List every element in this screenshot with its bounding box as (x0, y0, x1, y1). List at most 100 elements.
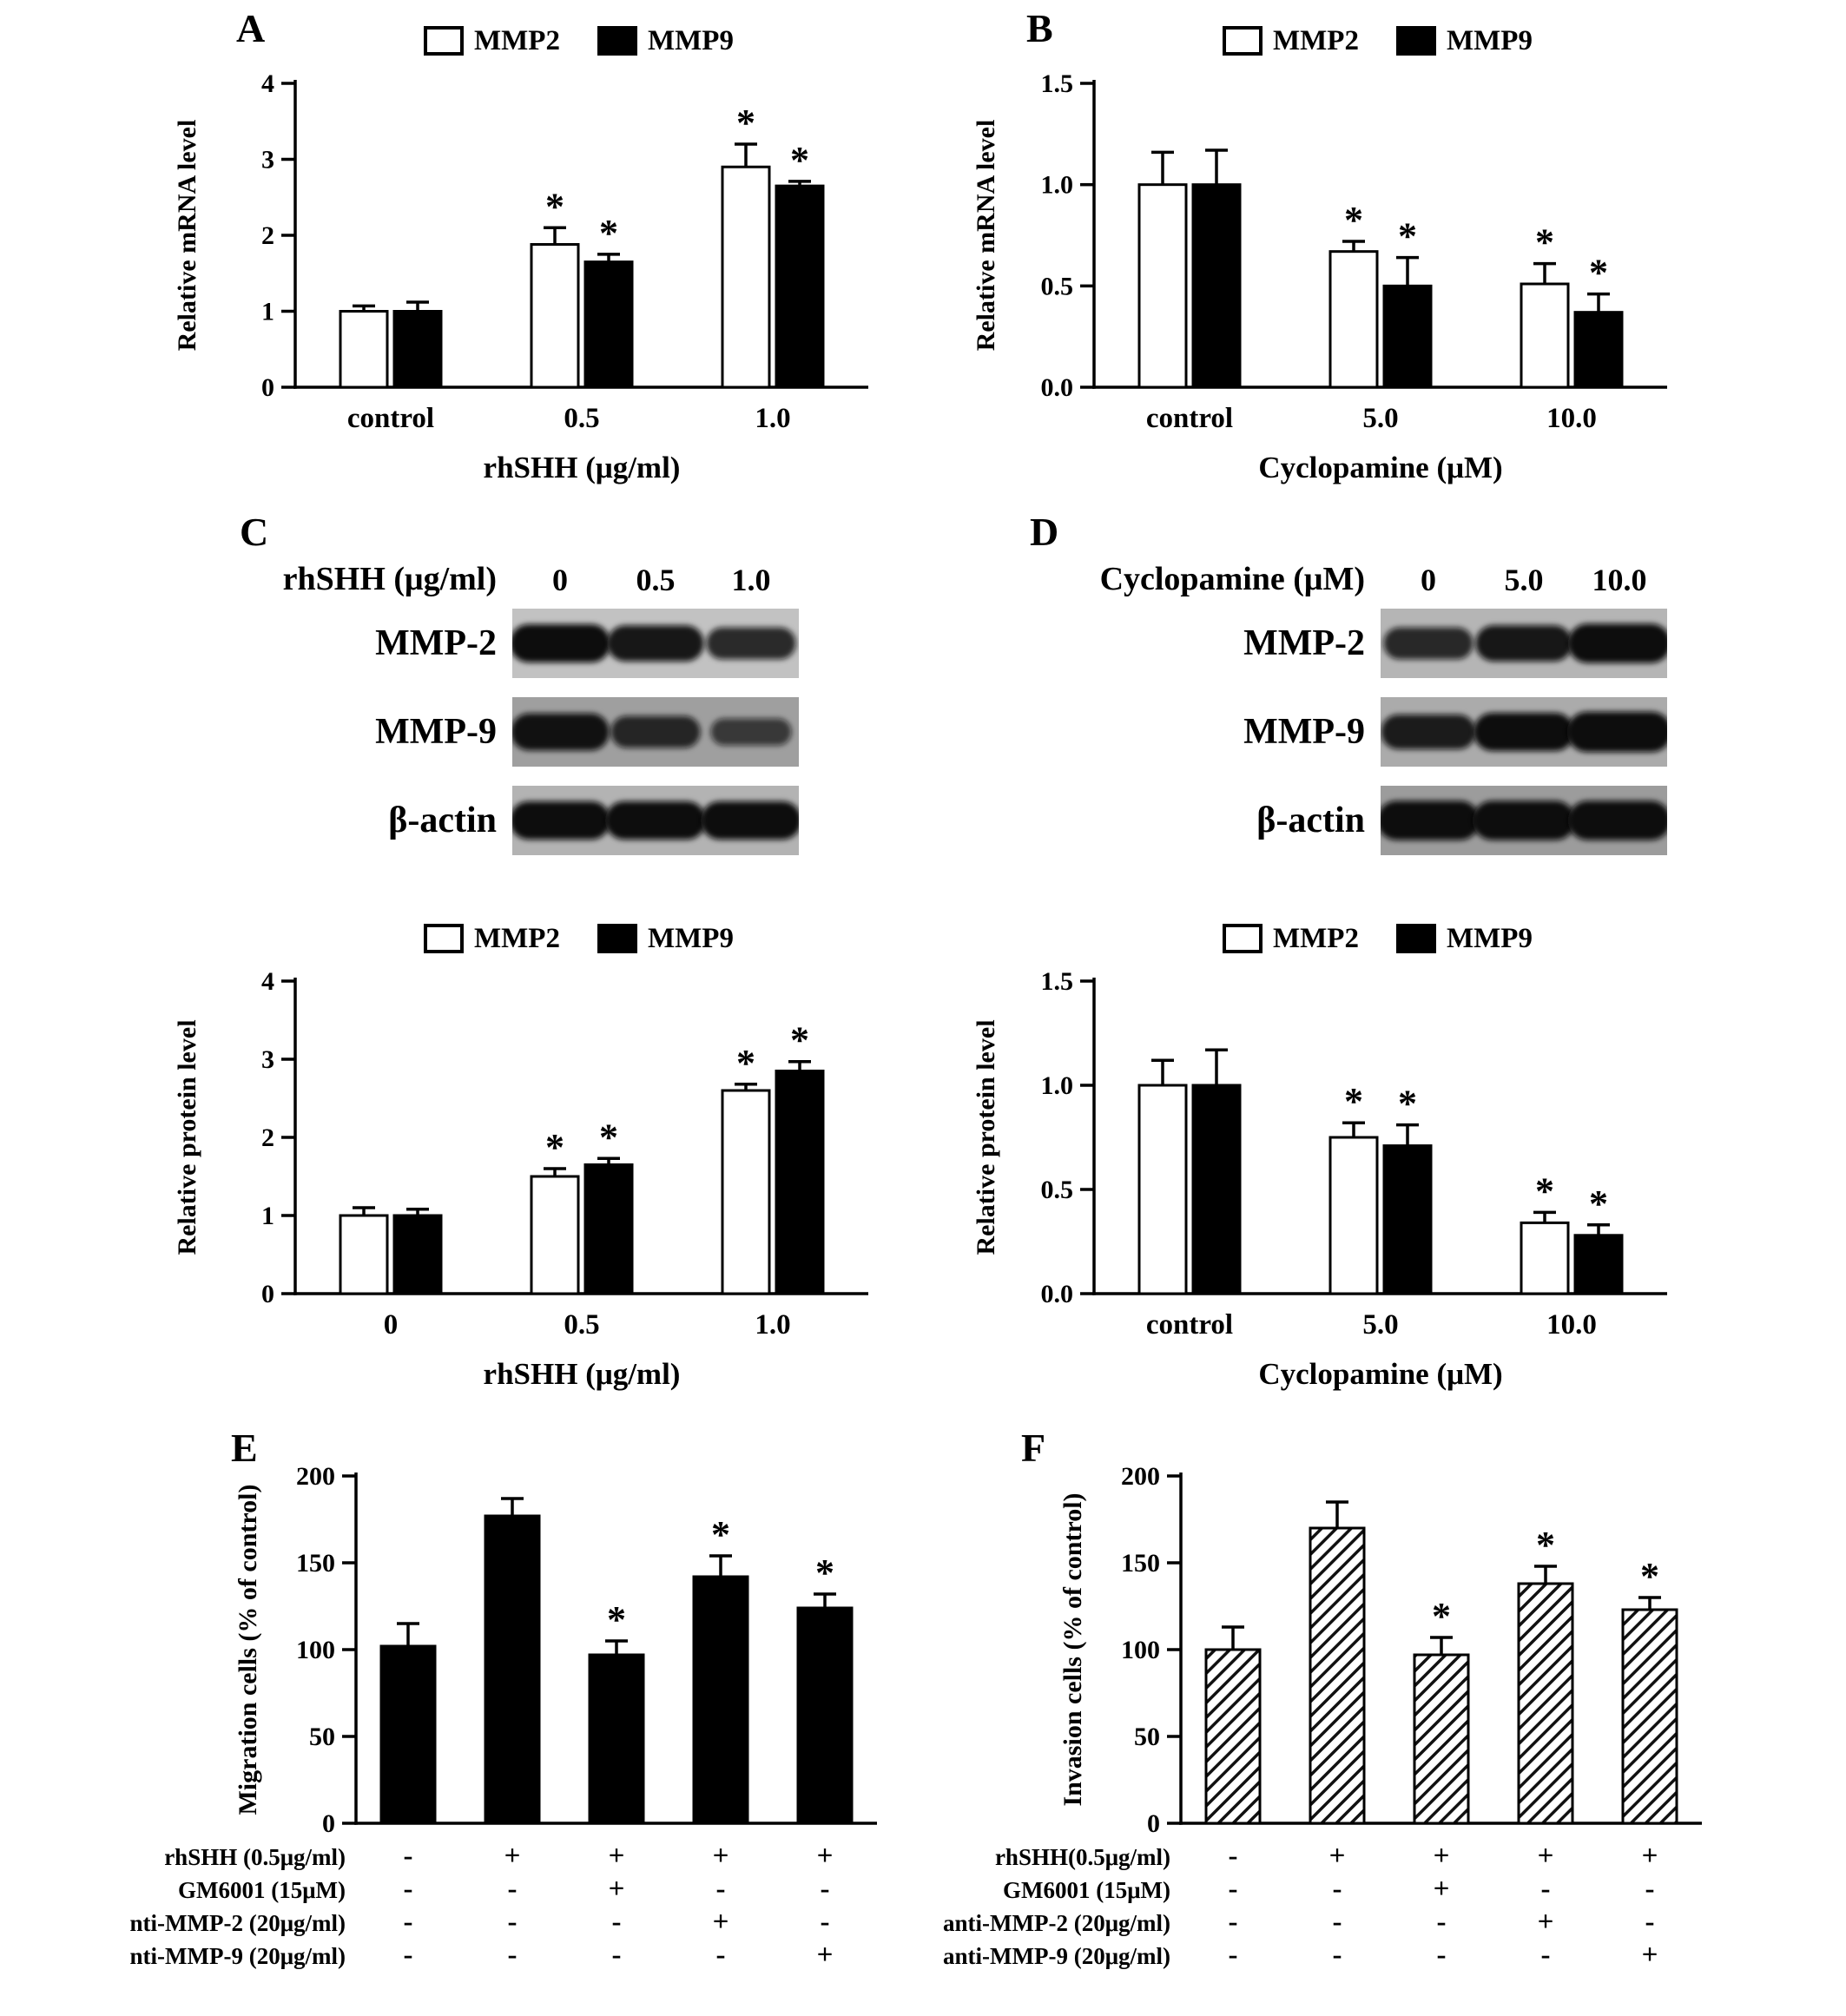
y-tick-label: 3 (261, 146, 274, 175)
protein-band (607, 625, 704, 662)
treatment-sign: + (1642, 1841, 1658, 1872)
blot-header: rhSHH (μg/ml) 0 0.5 1.0 (260, 560, 799, 598)
significance-asterisk: * (1535, 1169, 1554, 1212)
blot-row: β-actin (1094, 786, 1667, 855)
treatment-row-label: anti-MMP-9 (20μg/ml) (130, 1943, 346, 1969)
y-tick-label: 0 (261, 373, 274, 402)
panel-b-chart-block: 0.0 0.5 1.0 1.5 control * * 5.0 * * 10.0 Cyclopamin… (938, 5, 1719, 504)
legend-swatch-mmp2 (1223, 26, 1263, 56)
x-category-label: control (1146, 1309, 1233, 1341)
legend-swatch-mmp9 (597, 924, 637, 953)
treatment-row-label: anti-MMP-9 (20μg/ml) (943, 1943, 1170, 1969)
blot-band-image (512, 786, 799, 855)
blot-row-label: MMP-9 (375, 712, 497, 752)
blot-band-image (512, 609, 799, 678)
x-category-label: 0.5 (564, 1309, 599, 1341)
y-tick-label: 1.5 (1041, 967, 1074, 996)
treatment-sign: + (713, 1907, 729, 1938)
x-axis-title: Cyclopamine (μM) (1258, 1357, 1502, 1391)
treatment-sign: + (1434, 1874, 1450, 1905)
bar (1137, 183, 1188, 389)
treatment-sign: - (1229, 1874, 1238, 1905)
y-tick-label: 3 (261, 1045, 274, 1074)
blot-band-image (1381, 697, 1667, 767)
x-axis-title: rhSHH (μg/ml) (484, 1357, 681, 1391)
legend-swatch-mmp2 (424, 924, 464, 953)
panel-label-e: E (231, 1426, 258, 1470)
blot-dose-label: 10.0 (1592, 563, 1647, 597)
treatment-row-label: rhSHH (0.5μg/ml) (164, 1844, 346, 1870)
treatment-sign: - (821, 1874, 830, 1905)
x-category-label: 1.0 (755, 403, 790, 434)
bar (721, 1089, 771, 1295)
treatment-sign: - (508, 1940, 518, 1971)
blot-row: MMP-2 (260, 609, 799, 678)
blot-row-label: β-actin (388, 800, 497, 840)
treatment-sign: - (1333, 1940, 1342, 1971)
significance-asterisk: * (1589, 252, 1608, 294)
migration-bar-chart: 0 50 100 150 200 * * * Migration cells (% of con… (118, 1462, 877, 1971)
protein-band (605, 801, 706, 840)
bar (588, 1653, 645, 1825)
treatment-sign: + (1538, 1841, 1554, 1872)
y-tick-label: 1.0 (1041, 1071, 1074, 1100)
western-blot-rhshh: rhSHH (μg/ml) 0 0.5 1.0 MMP-2 MMP-9 β-actin (260, 560, 799, 874)
bar (339, 310, 389, 389)
significance-asterisk: * (736, 1042, 755, 1084)
protein-rhshh-bar-chart: 0 1 2 3 4 0 * * 0.5 * * 1.0 rhSHH (μg/ml) Relative pr… (173, 923, 868, 1391)
protein-band (512, 713, 610, 751)
significance-asterisk: * (1398, 1083, 1417, 1125)
legend-label-mmp2: MMP2 (474, 923, 560, 954)
x-category-label: 10.0 (1546, 1309, 1597, 1341)
bar (775, 1070, 825, 1295)
y-axis-title: Relative mRNA level (972, 120, 1000, 352)
bar (1621, 1608, 1678, 1825)
bar (1309, 1526, 1366, 1825)
blot-band-image (1381, 786, 1667, 855)
treatment-sign: + (1538, 1907, 1554, 1938)
bar (1328, 1136, 1379, 1295)
bar (1520, 282, 1570, 389)
bar (1191, 1084, 1242, 1295)
blot-dose-label: 0 (1421, 563, 1436, 597)
y-tick-label: 100 (1121, 1636, 1160, 1664)
treatment-row-label: GM6001 (15μM) (178, 1877, 346, 1903)
treatment-sign: - (1229, 1841, 1238, 1872)
significance-asterisk: * (711, 1513, 730, 1556)
significance-asterisk: * (736, 102, 755, 144)
treatment-sign: - (404, 1874, 413, 1905)
protein-band (1472, 800, 1576, 840)
treatment-sign: - (1541, 1874, 1551, 1905)
x-category-label: 0 (384, 1309, 399, 1341)
bar (1328, 250, 1379, 389)
bar (1137, 1084, 1188, 1295)
panel-a-chart-block: 0 1 2 3 4 control * * 0.5 * * 1.0 rhSHH (μg/ml) Relat… (148, 5, 912, 504)
treatment-sign: - (1645, 1907, 1655, 1938)
treatment-sign: + (1434, 1841, 1450, 1872)
bar (1413, 1653, 1470, 1825)
protein-band (512, 624, 610, 662)
significance-asterisk: * (815, 1552, 834, 1594)
blot-row-label: MMP-2 (1243, 623, 1365, 663)
y-tick-label: 1 (261, 298, 274, 326)
legend-swatch-mmp2 (1223, 924, 1263, 953)
y-axis-title: Relative protein level (173, 1019, 201, 1255)
legend-label-mmp9: MMP9 (1447, 923, 1533, 954)
bar (583, 260, 634, 389)
legend-label-mmp9: MMP9 (648, 923, 734, 954)
y-tick-label: 0 (1147, 1809, 1160, 1838)
bar (339, 1214, 389, 1295)
panel-label-c: C (240, 510, 269, 554)
bar (1191, 183, 1242, 389)
y-tick-label: 200 (1121, 1462, 1160, 1491)
protein-band (706, 627, 796, 660)
panel-e-chart-block: 0 50 100 150 200 * * * Migration cells (% of con… (118, 1441, 929, 2016)
y-tick-label: 1 (261, 1202, 274, 1230)
treatment-sign: - (612, 1907, 622, 1938)
treatment-sign: - (1229, 1940, 1238, 1971)
treatment-row-label: GM6001 (15μM) (1003, 1877, 1170, 1903)
protein-band (710, 718, 792, 746)
western-blot-cyclopamine: Cyclopamine (μM) 0 5.0 10.0 MMP-2 MMP-9 β-ac… (1094, 560, 1667, 874)
bar (1382, 1144, 1433, 1295)
legend-swatch-mmp9 (597, 26, 637, 56)
